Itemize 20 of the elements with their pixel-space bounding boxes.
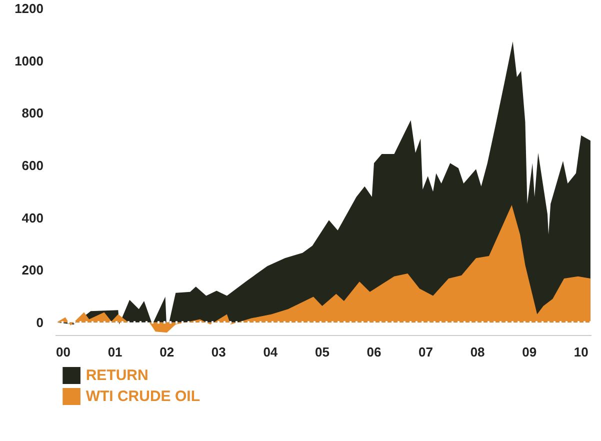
x-tick-label: 00 [56, 344, 71, 360]
x-tick-label: 01 [108, 344, 122, 360]
x-tick-label: 08 [470, 344, 485, 360]
y-tick-label: 200 [22, 262, 44, 278]
y-tick-label: 400 [22, 210, 44, 226]
y-tick-label: 800 [22, 106, 44, 121]
x-tick-label: 02 [160, 344, 174, 360]
x-tick-label: 05 [314, 344, 330, 360]
y-tick-label: 1200 [14, 1, 44, 16]
y-tick-label: 600 [22, 158, 44, 173]
x-tick-label: 03 [211, 344, 226, 360]
x-tick-label: 06 [366, 344, 382, 360]
legend-label: WTI CRUDE OIL [86, 388, 200, 405]
x-tick-label: 04 [263, 344, 278, 360]
legend-label: RETURN [86, 367, 148, 384]
x-tick-label: 07 [418, 344, 434, 360]
x-tick-label: 10 [574, 344, 588, 360]
x-tick-label: 09 [522, 344, 537, 360]
y-tick-label: 0 [36, 314, 44, 330]
y-tick-label: 1000 [14, 53, 44, 68]
